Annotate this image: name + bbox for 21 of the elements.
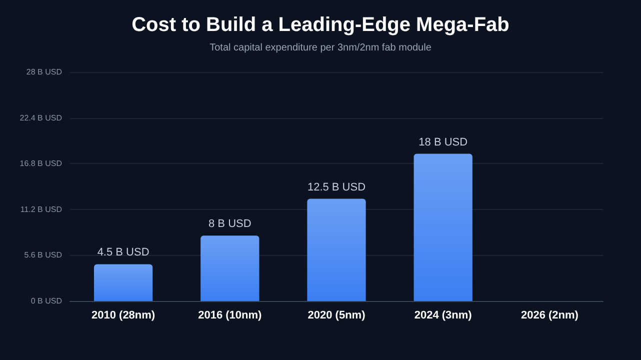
data-label: 12.5 B USD <box>307 181 366 194</box>
x-tick-label: 2026 (2nm) <box>520 310 579 322</box>
chart-subtitle: Total capital expenditure per 3nm/2nm fab module <box>210 42 432 54</box>
bar <box>200 236 260 301</box>
bar <box>307 198 366 301</box>
y-tick-label: 11.2 B USD <box>20 204 62 214</box>
y-tick-label: 28 B USD <box>26 68 62 76</box>
bar <box>94 264 153 301</box>
y-tick-label: 22.4 B USD <box>20 113 62 122</box>
data-label: 18 B USD <box>418 136 468 148</box>
x-tick-label: 2016 (10nm) <box>198 310 262 322</box>
x-tick-label: 2024 (3nm) <box>414 310 472 322</box>
bar <box>414 154 472 301</box>
chart-title: Cost to Build a Leading-Edge Mega-Fab <box>132 14 510 36</box>
x-tick-label: 2020 (5nm) <box>308 310 366 322</box>
data-label: 8 B USD <box>208 218 252 230</box>
data-label: 4.5 B USD <box>97 246 150 259</box>
y-tick-label: 5.6 B USD <box>24 250 62 260</box>
x-tick-label: 2010 (28nm) <box>92 310 156 322</box>
y-tick-label: 16.8 B USD <box>20 159 62 168</box>
y-tick-label: 0 B USD <box>30 296 62 306</box>
